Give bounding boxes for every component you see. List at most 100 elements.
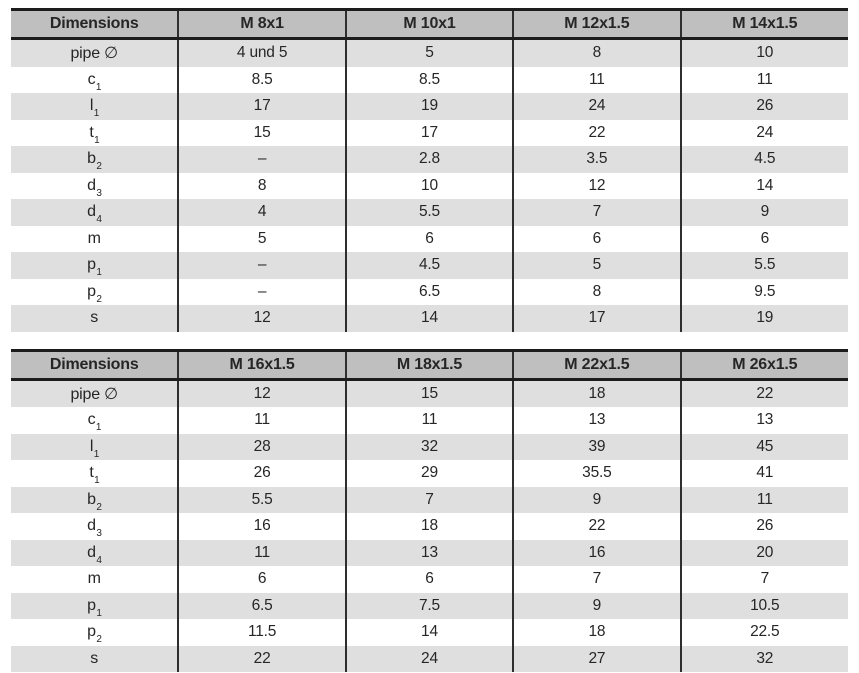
table-row: d3 8 10 12 14: [11, 172, 848, 200]
row-label-base: t: [89, 464, 94, 482]
row-label-subscript: 1: [95, 422, 102, 434]
value-cell: 11: [512, 66, 681, 93]
value-cell: 27: [512, 645, 681, 672]
table-row: pipe ∅ 12 15 18 22: [11, 379, 848, 407]
row-label-base: t: [89, 123, 94, 141]
row-label-base: d: [87, 517, 96, 535]
row-label-subscript: 2: [96, 293, 102, 305]
row-label: c1: [11, 407, 178, 434]
value-cell: 11: [679, 486, 848, 513]
value-cell: 3.5: [512, 146, 681, 173]
row-label: p2: [11, 279, 178, 306]
value-cell: 14: [679, 172, 848, 199]
dimensions-table-large-threads: Dimensions M 16x1.5 M 18x1.5 M 22x1.5 M 26x1…: [11, 348, 848, 673]
row-label-base: b: [87, 150, 96, 168]
table-row: p1–4.5 5 5.5: [11, 252, 848, 279]
value-cell: 11: [679, 66, 848, 93]
value-cell: 7: [512, 199, 681, 226]
value-cell: 8.5: [177, 66, 346, 93]
value-cell: 9.5: [679, 278, 848, 305]
thread-size-header-cell: M 8x1: [177, 9, 346, 40]
value-cell: 24: [344, 645, 514, 672]
thread-size-header-cell: M 12x1.5: [512, 9, 681, 40]
value-cell: 6.5: [344, 278, 514, 305]
row-label: p2: [11, 619, 178, 646]
row-label-base: p: [87, 256, 96, 274]
row-label: p1: [11, 252, 178, 279]
value-cell: 8: [512, 278, 681, 305]
value-cell: 32: [679, 645, 848, 672]
value-cell: 22: [512, 119, 681, 146]
value-cell: 18: [512, 619, 681, 646]
dimensions-table-small-threads: Dimensions M 8x1 M 10x1 M 12x1.5 M 14x1.5 pip…: [11, 8, 848, 332]
table-row: l1 28 32 39 45: [11, 433, 848, 460]
header-row: Dimensions M 16x1.5 M 18x1.5 M 22x1.5 M 26x1…: [11, 350, 848, 381]
value-cell: 6: [512, 225, 681, 252]
row-label-subscript: 1: [94, 475, 100, 487]
table-row: p1 6.5 7.5 9 10.5: [11, 592, 848, 619]
row-label: m: [11, 566, 178, 593]
row-label-subscript: 1: [93, 448, 100, 460]
value-cell: 16: [177, 513, 346, 540]
value-cell: 7: [344, 486, 514, 513]
row-label-subscript: 2: [96, 501, 102, 513]
row-label-base: l: [89, 437, 94, 455]
thread-size-header-cell: M 22x1.5: [512, 350, 681, 381]
value-cell: 10: [344, 172, 514, 199]
row-label-subscript: 3: [96, 187, 102, 199]
value-cell: 4 und 5: [177, 38, 346, 67]
value-cell: 41: [679, 460, 848, 487]
value-cell: 6.5: [177, 592, 346, 619]
row-label-base: p: [87, 282, 96, 300]
value-cell: 13: [344, 539, 514, 566]
row-label: pipe ∅: [11, 39, 178, 67]
value-cell: 26: [679, 513, 848, 540]
value-cell: –: [177, 252, 346, 279]
dimensions-header-cell: Dimensions: [11, 9, 179, 40]
value-cell: 24: [512, 93, 681, 120]
value-cell: 9: [512, 592, 681, 619]
table-row: d3 16 18 22 26: [11, 513, 848, 540]
value-cell: 5: [512, 252, 681, 279]
table-row: c1 8.5 8.5 11 11: [11, 66, 848, 93]
value-cell: 12: [177, 305, 346, 332]
value-cell: 22.5: [679, 619, 848, 646]
value-cell: 4.5: [344, 252, 514, 279]
value-cell: 7.5: [344, 592, 514, 619]
row-label-base: s: [90, 649, 99, 667]
value-cell: 26: [679, 93, 848, 120]
row-label-base: b: [87, 490, 96, 508]
value-cell: 29: [344, 460, 514, 487]
value-cell: 22: [679, 379, 848, 407]
thread-size-header-cell: M 10x1: [344, 9, 514, 40]
value-cell: 9: [512, 486, 681, 513]
table-row: d4 11 13 16 20: [11, 539, 848, 567]
value-cell: 11: [344, 407, 514, 434]
value-cell: 14: [344, 305, 514, 332]
row-label: b2: [11, 146, 178, 173]
value-cell: 7: [679, 566, 848, 593]
value-cell: 22: [512, 513, 681, 540]
row-label: d3: [11, 173, 178, 200]
value-cell: 32: [344, 433, 514, 460]
value-cell: 8: [177, 172, 346, 199]
value-cell: –: [177, 278, 346, 305]
row-label-base: l: [89, 97, 94, 115]
row-label-base: d: [87, 176, 96, 194]
value-cell: 9: [679, 199, 848, 226]
row-label-subscript: 4: [96, 554, 102, 566]
value-cell: 39: [512, 433, 681, 460]
value-cell: 6: [679, 225, 848, 252]
table-row: d4 4 5.5 7 9: [11, 199, 848, 226]
value-cell: 22: [177, 645, 346, 672]
row-label: d4: [11, 540, 178, 567]
row-label: s: [11, 646, 178, 673]
row-label-subscript: 1: [96, 267, 102, 279]
row-label-base: d: [87, 543, 96, 561]
value-cell: 20: [679, 539, 848, 566]
value-cell: 6: [344, 566, 514, 593]
row-label: d4: [11, 199, 178, 226]
value-cell: 10.5: [679, 592, 848, 619]
value-cell: 17: [177, 93, 346, 120]
